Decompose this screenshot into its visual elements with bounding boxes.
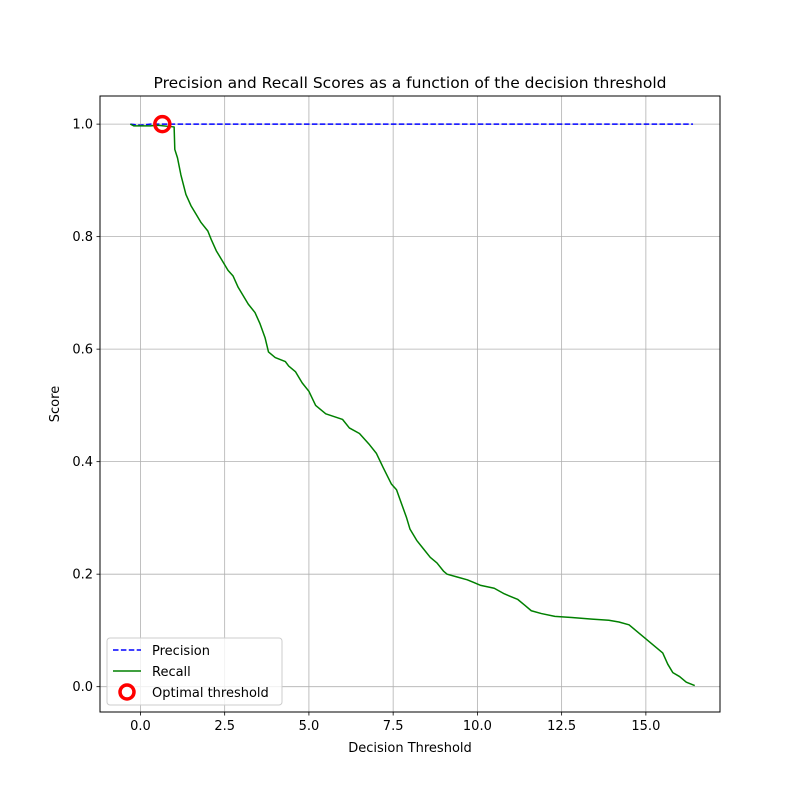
legend-optimal-label: Optimal threshold — [152, 686, 269, 701]
x-tick-label: 5.0 — [299, 719, 320, 734]
y-tick-label: 0.2 — [72, 568, 93, 583]
legend-optimal-swatch — [118, 683, 136, 701]
legend-box — [106, 637, 283, 706]
y-tick-label: 1.0 — [72, 118, 93, 133]
legend-recall-label: Recall — [152, 665, 191, 680]
x-tick-label: 7.5 — [383, 719, 404, 734]
x-tick-label: 12.5 — [547, 719, 576, 734]
x-tick-label: 15.0 — [631, 719, 660, 734]
series-layer — [129, 114, 696, 687]
y-tick-label: 0.4 — [72, 455, 93, 470]
y-tick-label: 0.8 — [72, 230, 93, 245]
y-tick-label: 0.0 — [72, 680, 93, 695]
x-tick-label: 0.0 — [130, 719, 151, 734]
optimal-threshold-marker — [153, 114, 172, 134]
grid — [100, 96, 720, 712]
y-axis-label: Score — [48, 386, 63, 422]
x-tick-label: 2.5 — [214, 719, 235, 734]
chart-title: Precision and Recall Scores as a functio… — [154, 74, 667, 92]
legend-precision-label: Precision — [152, 644, 210, 659]
ticks: 0.0 2.5 5.0 7.5 10.0 12.5 15.0 0.0 0.2 0.4 0.6 0.8 1… — [72, 118, 660, 734]
y-tick-label: 0.6 — [72, 343, 93, 358]
x-axis-label: Decision Threshold — [348, 741, 472, 756]
recall-line — [129, 123, 696, 687]
precision-line — [130, 123, 694, 126]
legend: Precision Recall Optimal threshold — [106, 637, 283, 706]
x-tick-label: 10.0 — [463, 719, 492, 734]
axes-frame — [99, 95, 721, 713]
